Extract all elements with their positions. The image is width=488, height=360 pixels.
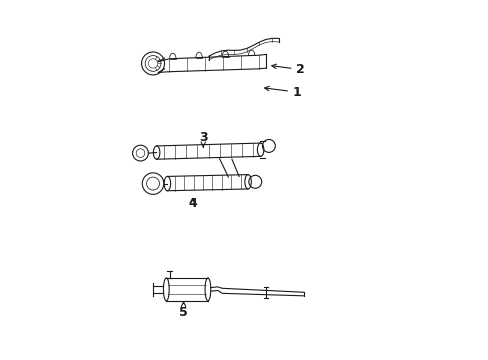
Text: 1: 1 xyxy=(264,86,301,99)
Text: 2: 2 xyxy=(271,63,305,76)
Text: 5: 5 xyxy=(179,302,187,319)
Text: 4: 4 xyxy=(188,197,197,210)
Text: 3: 3 xyxy=(199,131,207,147)
